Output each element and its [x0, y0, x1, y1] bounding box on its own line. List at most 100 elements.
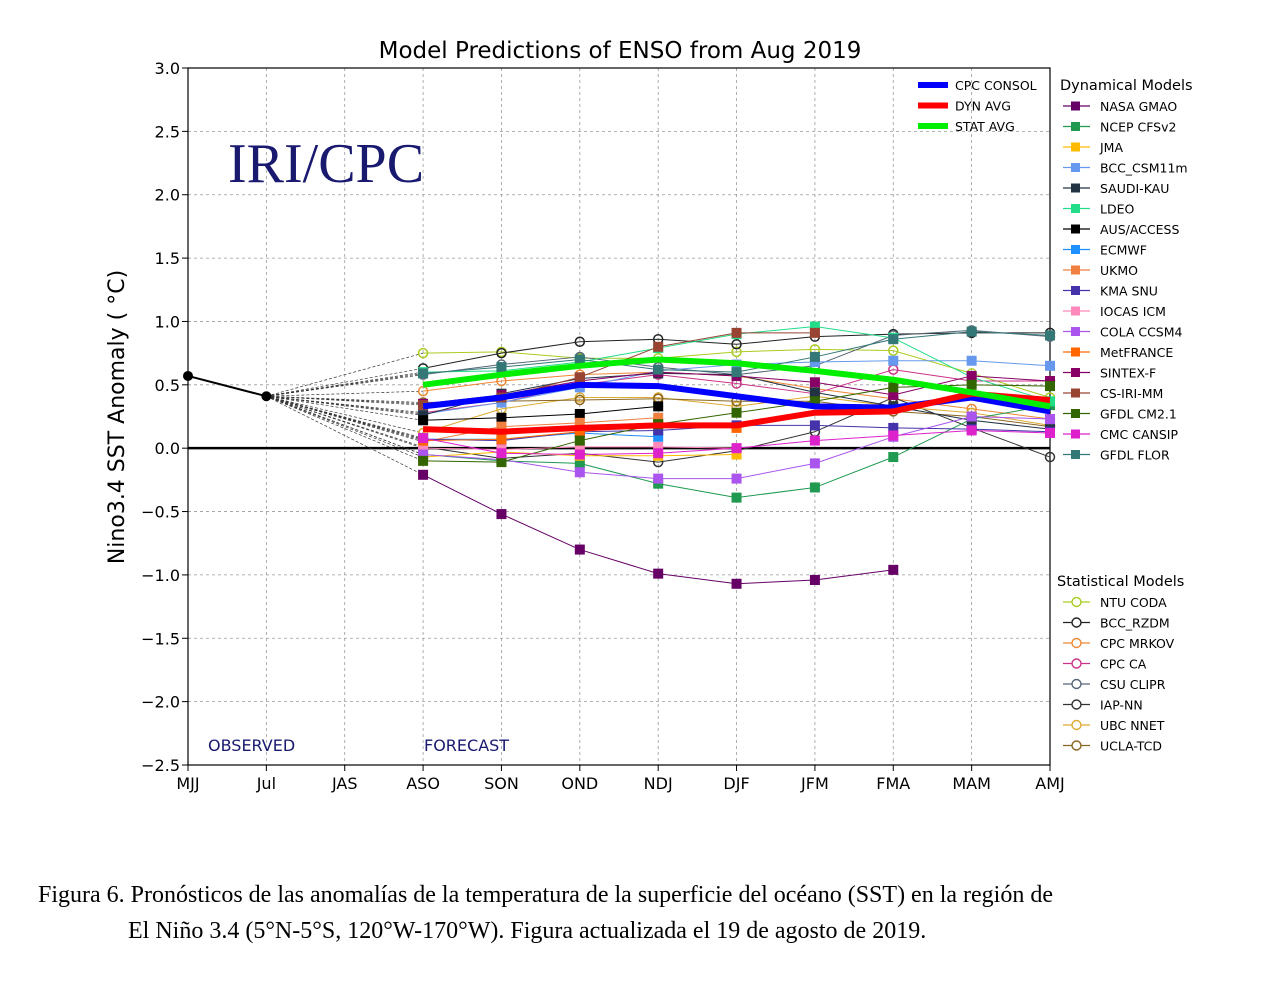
legend-label-saudi-kau: SAUDI-KAU [1100, 181, 1169, 196]
point-aus-access [496, 412, 507, 423]
point-gfdl-cm2-1 [809, 396, 820, 407]
point-cpc-mrkov [417, 385, 429, 397]
dynamical-models-legend: Dynamical Models NASA GMAO NCEP CFSv2 JMA BC… [1060, 78, 1193, 463]
legend-label-stat-avg: STAT AVG [955, 119, 1015, 134]
point-bcc-rzdm [731, 339, 742, 350]
legend-marker-kma-snu [1071, 286, 1080, 295]
point-cs-iri-mm [809, 327, 820, 338]
legend-label-ntu-coda: NTU CODA [1100, 595, 1167, 610]
point-iap-nn [1044, 451, 1056, 463]
legend-marker-aus-access [1071, 224, 1080, 234]
legend-label-bcc-rzdm: BCC_RZDM [1100, 616, 1170, 631]
x-tick-label: Jul [256, 774, 276, 793]
point-ntu-coda [417, 347, 429, 359]
series-line-aus-access [423, 405, 659, 421]
series-line-ucla-tcd [423, 398, 1051, 428]
observed-connector [266, 395, 424, 455]
axes: 3.0 2.5 2.0 1.5 1.0 0.5 0.0 −0.5 −1.0 −1.5 −2.0 −2.… [141, 59, 1065, 793]
point-cmc-cansip [496, 448, 507, 459]
observed-connector [266, 395, 424, 439]
legend-label-cpc-consol: CPC CONSOL [955, 78, 1037, 93]
y-tick-label: −2.5 [141, 756, 180, 775]
point-gfdl-flor [496, 362, 507, 373]
point-sintex-f [966, 370, 977, 381]
point-saudi-kau [418, 410, 429, 421]
point-gfdl-cm2-1 [966, 379, 977, 390]
forecast-label: FORECAST [424, 736, 509, 755]
point-cs-iri-mm [653, 341, 664, 352]
series-line-bcc-rzdm [422, 332, 1050, 369]
legend-label-kma-snu: KMA SNU [1100, 284, 1158, 299]
legend-title: Statistical Models [1057, 574, 1184, 590]
point-bcc-csm11m [496, 397, 507, 408]
legend-marker-cpc-ca [1071, 658, 1082, 669]
chart-title: Model Predictions of ENSO from Aug 2019 [379, 38, 862, 64]
point-gfdl-cm2-1 [496, 457, 507, 468]
point-cs-iri-mm [574, 372, 585, 383]
legend-marker-iocas-icm [1071, 306, 1080, 316]
point-bcc-csm11m [966, 355, 977, 366]
point-nasa-gmao [653, 568, 664, 579]
point-nasa-gmao [888, 564, 899, 575]
point-ntu-coda [888, 345, 899, 356]
observed-connector [266, 395, 424, 458]
point-gfdl-flor [731, 367, 742, 378]
legend-marker-csu-clipr [1071, 678, 1082, 690]
y-tick-label: −1.5 [141, 629, 180, 648]
observed-connector [266, 395, 424, 462]
legend-marker-nasa-gmao [1071, 101, 1080, 111]
legend-label-cola-ccsm4: COLA CCSM4 [1100, 325, 1183, 340]
point-cola-ccsm4 [418, 449, 429, 460]
legend-label-ecmwf: ECMWF [1100, 243, 1147, 258]
point-sintex-f [888, 389, 899, 400]
point-ucla-tcd [574, 394, 586, 406]
x-tick-label: JAS [331, 774, 358, 793]
summary-legend: CPC CONSOL DYN AVG STAT AVG [918, 78, 1037, 134]
legend-marker-cpc-mrkov [1071, 637, 1082, 649]
y-tick-label: 1.0 [155, 312, 180, 331]
legend-marker-bcc-rzdm [1071, 617, 1082, 628]
point-iocas-icm [418, 443, 429, 454]
observed-connector [266, 395, 424, 440]
x-tick-label: DJF [723, 774, 749, 793]
point-gfdl-flor [888, 334, 899, 345]
observed-label: OBSERVED [208, 736, 295, 755]
point-cmc-cansip [966, 425, 977, 436]
point-bcc-csm11m [809, 357, 820, 368]
legend-label-bcc-csm11m: BCC_CSM11m [1100, 161, 1188, 176]
point-gfdl-flor [809, 351, 820, 362]
legend-label-jma: JMA [1099, 140, 1123, 155]
x-tick-label: AMJ [1035, 774, 1064, 793]
enso-chart: Model Predictions of ENSO from Aug 2019 … [105, 38, 1193, 793]
observed-connector [266, 390, 424, 397]
observed-connector [266, 352, 424, 397]
legend-marker-gfdl-flor [1071, 450, 1080, 459]
x-tick-label: MJJ [176, 774, 199, 793]
point-ntu-coda [731, 346, 742, 358]
series-line-ukmo [422, 417, 659, 443]
observed-connector [266, 395, 424, 406]
legend-marker-cmc-cansip [1071, 429, 1080, 439]
point-kma-snu [653, 425, 664, 436]
y-tick-label: 1.5 [155, 249, 180, 268]
point-gfdl-flor [574, 354, 585, 365]
x-tick-label: SON [484, 774, 519, 793]
legend-marker-saudi-kau [1071, 183, 1080, 193]
x-tick-label: ASO [406, 774, 440, 793]
point-nasa-gmao [731, 578, 742, 589]
statistical-models-legend: Statistical Models NTU CODA BCC_RZDM CPC MR… [1057, 574, 1184, 754]
legend-marker-ubc-nnet [1071, 719, 1082, 731]
x-tick-label: OND [561, 774, 598, 793]
point-cola-ccsm4 [809, 458, 820, 469]
point-cmc-cansip [1045, 427, 1055, 438]
point-bcc-rzdm [574, 336, 586, 347]
legend-label-cmc-cansip: CMC CANSIP [1100, 427, 1178, 442]
point-cmc-cansip [418, 433, 429, 444]
point-ncep-cfsv2 [888, 452, 899, 463]
legend-marker-ucla-tcd [1071, 740, 1082, 751]
point-gfdl-flor [418, 368, 429, 379]
point-aus-access [653, 401, 664, 412]
point-metfrance [496, 434, 507, 445]
point-cs-iri-mm [731, 327, 742, 338]
point-cola-ccsm4 [966, 411, 977, 422]
